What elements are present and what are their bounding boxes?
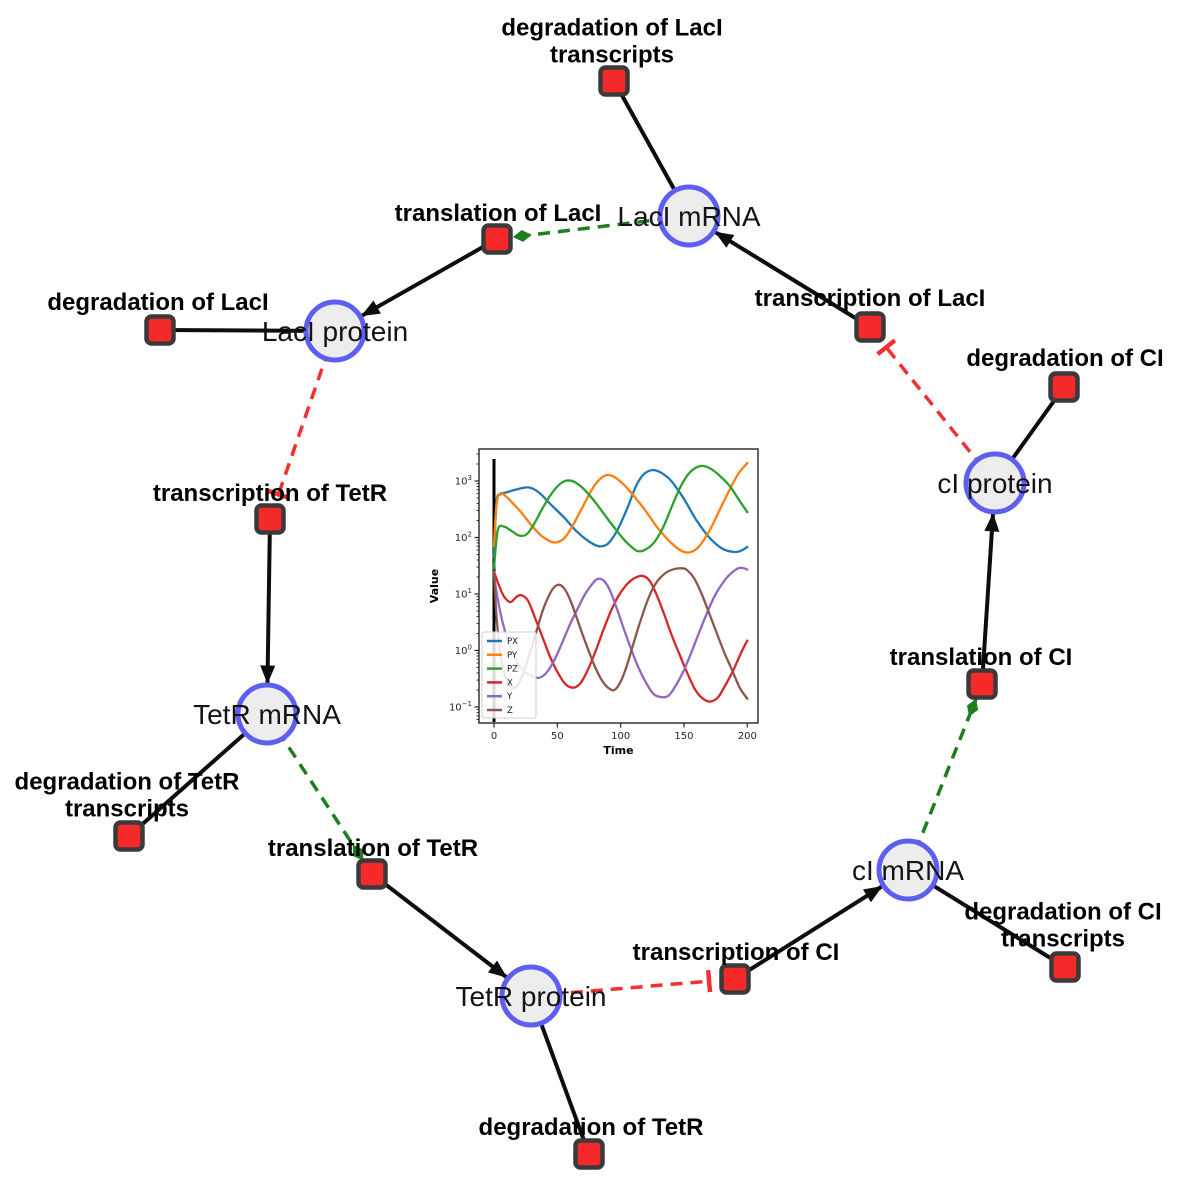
species-node-laci_protein[interactable] bbox=[303, 299, 367, 363]
reaction-label-transcription_of_ci: transcription of CI bbox=[633, 939, 840, 966]
legend-label-PY: PY bbox=[507, 651, 518, 661]
reaction-label-degradation_of_laci: degradation of LacI bbox=[47, 289, 268, 316]
species-label-ci_mrna: cI mRNA bbox=[852, 855, 964, 886]
legend-label-Z: Z bbox=[507, 706, 513, 716]
species-label-tetr_mrna: TetR mRNA bbox=[193, 699, 341, 730]
reaction-label-translation_of_laci: translation of LacI bbox=[395, 200, 602, 227]
series-curve-PZ bbox=[492, 464, 749, 570]
y-tick-label: 10−1 bbox=[449, 700, 472, 714]
reaction-label-degradation_of_tetr_transcripts-line1: degradation of TetR bbox=[15, 769, 240, 796]
edge-production bbox=[980, 512, 1000, 685]
reaction-label-degradation_of_tetr_transcripts-line2: transcripts bbox=[65, 796, 189, 823]
reaction-label-translation_of_ci: translation of CI bbox=[890, 644, 1073, 671]
reaction-node-transcription_of_laci[interactable] bbox=[854, 311, 886, 343]
x-tick-label: 0 bbox=[491, 731, 497, 742]
reaction-label-transcription_of_laci: transcription of LacI bbox=[755, 285, 986, 312]
species-node-tetr_mrna[interactable] bbox=[235, 682, 299, 746]
x-tick-label: 150 bbox=[674, 731, 693, 742]
reaction-node-degradation_of_ci[interactable] bbox=[1048, 371, 1080, 403]
species-node-laci_mrna[interactable] bbox=[657, 184, 721, 248]
reaction-label-degradation_of_laci_transcripts-line2: transcripts bbox=[550, 42, 674, 69]
x-tick-label: 50 bbox=[551, 731, 564, 742]
nodes-layer bbox=[113, 65, 1081, 1170]
edge-production bbox=[360, 237, 498, 318]
axes-frame bbox=[478, 448, 759, 724]
legend-label-PZ: PZ bbox=[507, 665, 518, 675]
legend-label-X: X bbox=[507, 678, 513, 688]
legend-label-Y: Y bbox=[506, 692, 513, 702]
edge-production bbox=[260, 518, 276, 685]
reaction-label-transcription_of_tetr: transcription of TetR bbox=[153, 480, 387, 507]
edge-production bbox=[733, 884, 884, 981]
legend-label-PX: PX bbox=[507, 637, 518, 647]
y-tick-label: 103 bbox=[455, 474, 472, 488]
edge-production bbox=[370, 872, 509, 980]
reaction-node-translation_of_ci[interactable] bbox=[966, 668, 998, 700]
reaction-node-degradation_of_ci_transcripts[interactable] bbox=[1049, 951, 1081, 983]
reaction-label-degradation_of_ci_transcripts-line2: transcripts bbox=[1001, 926, 1125, 953]
species-node-tetr_protein[interactable] bbox=[499, 964, 563, 1028]
edge-production bbox=[713, 229, 872, 329]
reaction-node-translation_of_laci[interactable] bbox=[481, 223, 513, 255]
species-node-ci_protein[interactable] bbox=[963, 451, 1027, 515]
species-label-laci_protein: LacI protein bbox=[262, 316, 408, 347]
inset-plot: 103 102 101 100 10−1 0 50 100 150 200 Time Value PX P… bbox=[428, 436, 775, 761]
reaction-label-degradation_of_ci: degradation of CI bbox=[966, 345, 1163, 372]
reaction-node-degradation_of_tetr[interactable] bbox=[573, 1138, 605, 1170]
reaction-label-degradation_of_laci_transcripts-line1: degradation of LacI bbox=[501, 15, 722, 42]
reaction-label-degradation_of_ci_transcripts-line1: degradation of CI bbox=[964, 899, 1161, 926]
x-axis-label: Time bbox=[603, 744, 633, 757]
reaction-node-translation_of_tetr[interactable] bbox=[356, 858, 388, 890]
reaction-node-degradation_of_tetr_transcripts[interactable] bbox=[113, 820, 145, 852]
series-curve-PY bbox=[492, 461, 749, 554]
species-label-laci_mrna: LacI mRNA bbox=[617, 201, 760, 232]
y-tick-label: 100 bbox=[455, 644, 472, 658]
reaction-node-degradation_of_laci_transcripts[interactable] bbox=[598, 65, 630, 97]
reaction-node-transcription_of_tetr[interactable] bbox=[254, 503, 286, 535]
x-tick-label: 100 bbox=[611, 731, 630, 742]
reaction-label-translation_of_tetr: translation of TetR bbox=[268, 835, 478, 862]
labels-layer: LacI mRNA LacI protein TetR mRNA TetR prote… bbox=[15, 15, 1164, 1142]
species-label-tetr_protein: TetR protein bbox=[456, 981, 607, 1012]
species-node-ci_mrna[interactable] bbox=[876, 838, 940, 902]
x-tick-label: 200 bbox=[738, 731, 757, 742]
species-label-ci_protein: cI protein bbox=[937, 468, 1052, 499]
y-tick-label: 102 bbox=[455, 531, 472, 545]
y-tick-label: 101 bbox=[455, 587, 472, 601]
y-axis-label: Value bbox=[428, 569, 441, 603]
reaction-node-transcription_of_ci[interactable] bbox=[719, 963, 751, 995]
reaction-label-degradation_of_tetr: degradation of TetR bbox=[479, 1114, 704, 1141]
reaction-node-degradation_of_laci[interactable] bbox=[144, 314, 176, 346]
